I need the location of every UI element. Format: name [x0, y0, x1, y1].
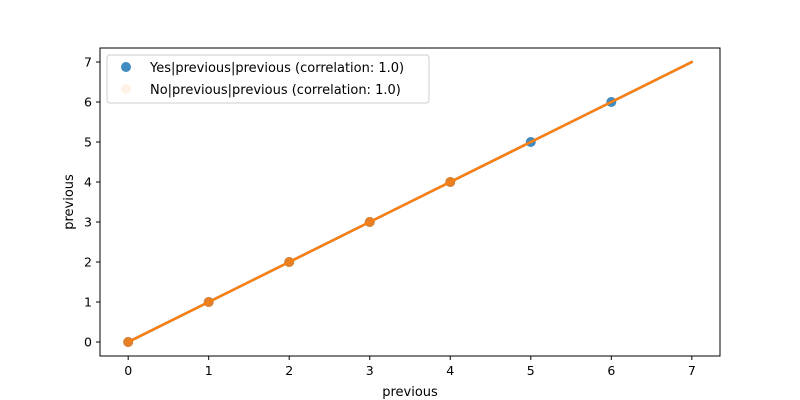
x-tick-label: 5 — [527, 363, 535, 378]
y-axis-label: previous — [62, 174, 77, 230]
x-tick-label: 2 — [285, 363, 293, 378]
x-tick-label: 1 — [205, 363, 213, 378]
y-tick-label: 7 — [84, 55, 92, 70]
legend-entry-label: No|previous|previous (correlation: 1.0) — [150, 83, 401, 98]
legend: Yes|previous|previous (correlation: 1.0)… — [106, 54, 430, 104]
x-tick-label: 3 — [366, 363, 374, 378]
y-tick-label: 0 — [84, 335, 92, 350]
y-tick-label: 2 — [84, 255, 92, 270]
y-tick-label: 5 — [84, 135, 92, 150]
y-tick-label: 6 — [84, 95, 92, 110]
legend-entry-label: Yes|previous|previous (correlation: 1.0) — [149, 61, 404, 76]
y-tick-label: 1 — [84, 295, 92, 310]
legend-marker — [121, 84, 131, 94]
x-tick-label: 6 — [607, 363, 615, 378]
x-axis-label: previous — [382, 385, 438, 400]
y-tick-label: 4 — [84, 175, 92, 190]
x-tick-label: 0 — [124, 363, 132, 378]
legend-box — [106, 54, 430, 104]
y-tick-label: 3 — [84, 215, 92, 230]
x-tick-label: 4 — [446, 363, 454, 378]
fit-line-1 — [126, 60, 694, 344]
plot-frame — [99, 47, 721, 357]
x-tick-label: 7 — [688, 363, 696, 378]
legend-marker — [121, 62, 131, 72]
